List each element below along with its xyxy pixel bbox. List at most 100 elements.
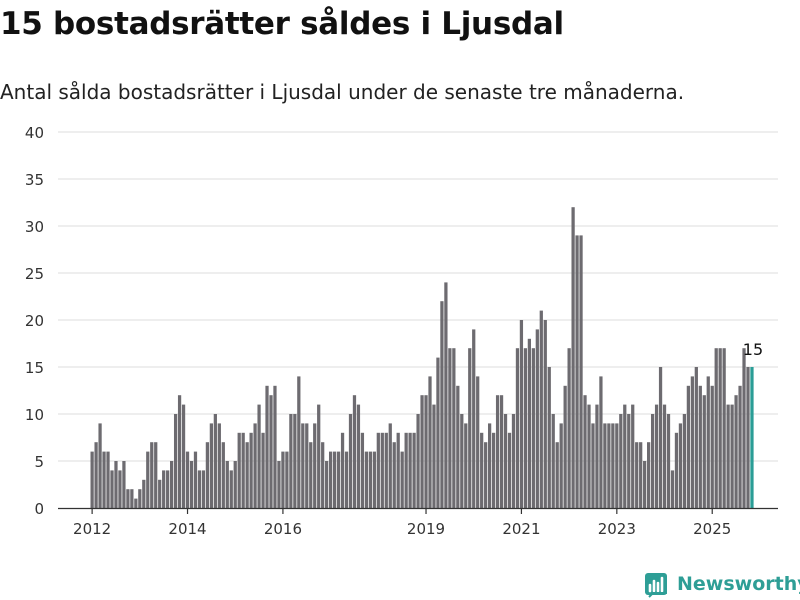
- bar: [706, 376, 710, 508]
- bar: [301, 423, 305, 508]
- bar: [225, 461, 229, 508]
- bar: [484, 442, 488, 508]
- bar: [571, 207, 575, 508]
- bar: [392, 442, 396, 508]
- bar: [344, 451, 349, 508]
- bar: [332, 451, 337, 508]
- bar: [476, 376, 480, 508]
- newsworthy-logo[interactable]: Newsworthy: [644, 568, 800, 600]
- bar: [491, 432, 496, 508]
- bar: [674, 432, 679, 508]
- bar: [511, 414, 516, 508]
- bar: [682, 414, 687, 508]
- bar: [134, 498, 138, 508]
- bar: [611, 423, 615, 508]
- bar: [400, 451, 404, 508]
- bar: [543, 320, 547, 508]
- bar: [595, 404, 599, 508]
- x-tick-label: 2014: [168, 520, 206, 538]
- x-tick-label: 2012: [73, 520, 111, 538]
- bar: [348, 414, 353, 508]
- bar: [456, 385, 460, 508]
- x-tick-label: 2021: [502, 520, 540, 538]
- bar: [432, 404, 436, 508]
- bar: [742, 348, 746, 508]
- bar: [404, 432, 408, 508]
- bar: [138, 489, 142, 508]
- y-tick-label: 5: [34, 453, 44, 471]
- bar: [495, 395, 500, 508]
- bar: [162, 470, 166, 508]
- bar: [249, 432, 253, 508]
- bar: [213, 414, 217, 508]
- bar: [615, 423, 619, 508]
- bar: [623, 404, 627, 508]
- y-tick-label: 10: [25, 406, 44, 424]
- bar: [631, 404, 635, 508]
- bar: [297, 376, 301, 508]
- bar: [678, 423, 683, 508]
- bar: [209, 423, 213, 508]
- bar: [142, 479, 146, 508]
- bar: [122, 461, 126, 508]
- bar: [360, 432, 365, 508]
- bar: [197, 470, 202, 508]
- x-tick-label: 2016: [264, 520, 302, 538]
- bar: [734, 395, 738, 508]
- bar: [269, 395, 273, 508]
- bar: [670, 470, 675, 508]
- bar: [384, 432, 388, 508]
- bar: [452, 348, 456, 508]
- bar: [265, 385, 269, 508]
- y-tick-label: 40: [25, 124, 44, 142]
- chart-subtitle: Antal sålda bostadsrätter i Ljusdal unde…: [0, 80, 685, 104]
- bar: [440, 301, 444, 508]
- bar: [650, 414, 655, 508]
- bar: [329, 451, 333, 508]
- bar: [555, 442, 559, 508]
- bar: [559, 423, 563, 508]
- bar: [293, 414, 297, 508]
- bar: [698, 385, 702, 508]
- bar: [480, 432, 484, 508]
- bar: [193, 451, 198, 508]
- bar: [607, 423, 611, 508]
- x-tick-label: 2019: [407, 520, 445, 538]
- bar: [694, 367, 698, 508]
- bar: [372, 451, 376, 508]
- bar: [317, 404, 321, 508]
- bar: [106, 451, 110, 508]
- bar: [237, 432, 241, 508]
- grid-layer: [58, 131, 778, 462]
- bar: [714, 348, 718, 508]
- bar: [539, 310, 543, 508]
- bar: [412, 432, 416, 508]
- bar: [221, 442, 225, 508]
- bar: [364, 451, 369, 508]
- bar: [472, 329, 476, 508]
- bar: [738, 385, 742, 508]
- bar: [587, 404, 591, 508]
- x-tick-label: 2023: [598, 520, 636, 538]
- bar: [686, 385, 690, 508]
- bar: [376, 432, 380, 508]
- bar: [662, 404, 667, 508]
- bar: [388, 423, 392, 508]
- bar: [507, 432, 512, 508]
- bar: [408, 432, 412, 508]
- bar: [666, 414, 671, 508]
- bar: [98, 423, 102, 508]
- bar: [643, 461, 647, 508]
- bar: [579, 235, 583, 508]
- y-tick-label: 35: [25, 171, 44, 189]
- bar: [567, 348, 571, 508]
- bar: [710, 385, 714, 508]
- bar: [118, 470, 122, 508]
- bar: [583, 395, 587, 508]
- bar: [253, 423, 257, 508]
- bar: [722, 348, 726, 508]
- bar: [309, 442, 313, 508]
- bar: [599, 376, 603, 508]
